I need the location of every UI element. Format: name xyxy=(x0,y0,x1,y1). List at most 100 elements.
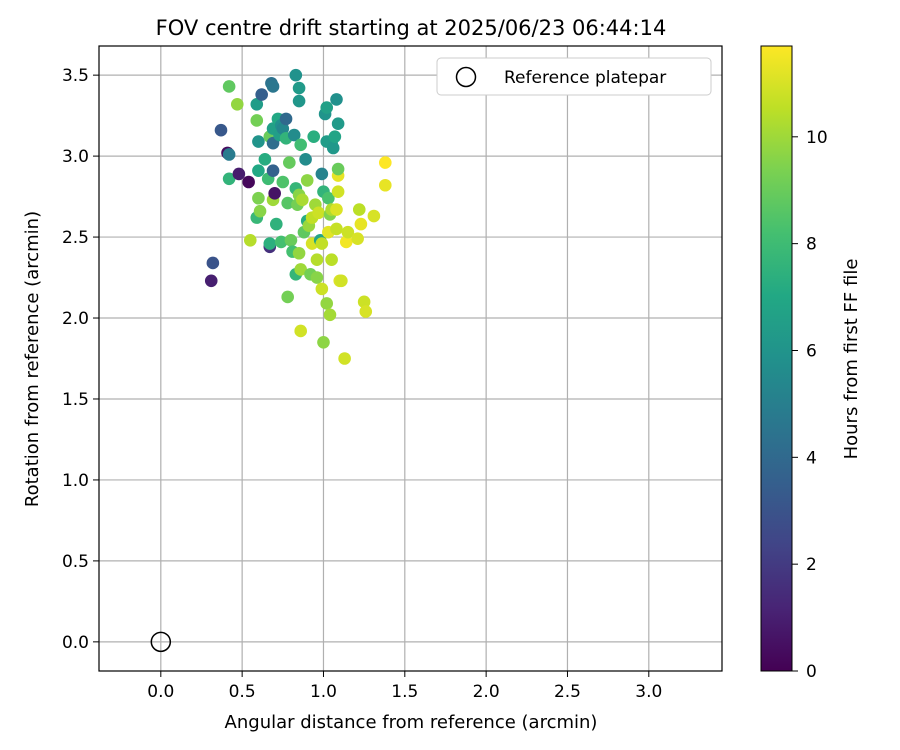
data-point xyxy=(258,153,272,166)
y-axis-ticks: 0.0 0.5 1.0 1.5 2.0 2.5 3.0 3.5 xyxy=(62,66,99,653)
data-point xyxy=(325,253,338,267)
data-point xyxy=(326,141,340,155)
data-point xyxy=(339,235,353,249)
data-point xyxy=(294,324,308,338)
data-point xyxy=(276,122,290,135)
data-point xyxy=(252,164,265,177)
data-point xyxy=(292,81,306,95)
data-point xyxy=(294,263,308,276)
data-point xyxy=(294,138,308,152)
colorbar-gradient xyxy=(760,45,793,672)
data-point xyxy=(310,253,324,267)
y-tick-label: 3.0 xyxy=(62,147,89,167)
legend: Reference platepar xyxy=(436,57,712,96)
data-point xyxy=(266,80,280,93)
data-point xyxy=(352,203,366,216)
y-tick-label: 2.5 xyxy=(62,228,89,248)
data-point xyxy=(292,94,306,108)
data-point xyxy=(300,174,314,187)
data-point xyxy=(292,246,306,260)
data-point xyxy=(222,148,236,161)
y-tick-label: 0.0 xyxy=(62,633,89,653)
data-point xyxy=(250,97,264,111)
data-point xyxy=(268,187,281,200)
data-point xyxy=(252,135,265,148)
data-point xyxy=(252,191,265,205)
data-point xyxy=(222,172,236,186)
data-point xyxy=(378,178,392,192)
data-point xyxy=(351,232,364,245)
data-point xyxy=(367,209,381,223)
data-point xyxy=(338,352,351,365)
data-point xyxy=(331,117,345,131)
x-tick-label: 0.0 xyxy=(147,682,174,702)
x-tick-label: 0.5 xyxy=(229,682,256,702)
data-point xyxy=(320,101,334,114)
x-tick-label: 1.5 xyxy=(391,682,418,702)
data-point xyxy=(299,153,312,166)
colorbar-tick-label: 8 xyxy=(806,235,817,255)
colorbar-tick-label: 4 xyxy=(806,448,817,468)
data-point xyxy=(357,295,371,309)
y-tick-label: 1.0 xyxy=(62,471,89,491)
data-point xyxy=(276,175,290,189)
data-point xyxy=(378,156,392,169)
plot-area: 0.0 0.5 1.0 1.5 2.0 2.5 3.0 0.0 0.5 1.0 1.5 2.0 2.5… xyxy=(62,45,723,702)
data-point xyxy=(281,196,294,210)
x-axis-ticks: 0.0 0.5 1.0 1.5 2.0 2.5 3.0 xyxy=(147,671,662,702)
colorbar-label: Hours from first FF file xyxy=(841,259,862,460)
grid-lines xyxy=(99,46,722,671)
data-point xyxy=(253,204,267,218)
x-tick-label: 3.0 xyxy=(635,682,662,702)
x-tick-label: 2.5 xyxy=(554,682,581,702)
data-point xyxy=(331,185,345,199)
colorbar-tick-label: 0 xyxy=(806,662,817,682)
data-point xyxy=(341,225,355,239)
legend-marker-icon xyxy=(455,66,477,88)
legend-entry: Reference platepar xyxy=(504,68,666,88)
y-tick-label: 3.5 xyxy=(62,66,89,86)
data-point xyxy=(320,297,334,310)
data-point xyxy=(266,164,280,177)
data-point xyxy=(330,203,343,216)
colorbar-tick-label: 10 xyxy=(806,128,828,148)
chart-title: FOV centre drift starting at 2025/06/23 … xyxy=(156,16,667,40)
data-point xyxy=(250,114,264,127)
reference-point xyxy=(150,631,172,653)
data-point xyxy=(270,217,283,231)
y-axis-label: Rotation from reference (arcmin) xyxy=(22,211,43,507)
plot-frame xyxy=(98,45,723,672)
data-point xyxy=(335,274,348,288)
data-point xyxy=(279,112,293,126)
data-point xyxy=(283,156,296,169)
data-point xyxy=(274,235,288,249)
y-tick-label: 2.0 xyxy=(62,309,89,329)
data-point xyxy=(354,217,368,231)
data-point xyxy=(315,282,329,296)
data-point xyxy=(204,274,218,288)
data-point xyxy=(310,271,324,284)
data-point xyxy=(322,191,335,205)
reference-marker xyxy=(150,631,172,653)
y-tick-label: 0.5 xyxy=(62,552,89,572)
data-point xyxy=(331,162,345,176)
data-point xyxy=(284,234,298,247)
scatter-points xyxy=(204,68,392,365)
data-point xyxy=(243,234,257,247)
data-point xyxy=(323,308,337,322)
data-point xyxy=(307,130,321,143)
data-point xyxy=(255,88,268,101)
data-point xyxy=(281,290,294,304)
data-point xyxy=(315,237,329,250)
data-point xyxy=(222,80,236,93)
y-tick-label: 1.5 xyxy=(62,390,89,410)
data-point xyxy=(206,256,220,270)
data-point xyxy=(359,305,373,318)
data-point xyxy=(317,336,330,349)
data-point xyxy=(315,167,329,181)
data-point xyxy=(232,167,246,181)
data-point xyxy=(214,123,228,137)
data-point xyxy=(289,68,303,82)
data-point xyxy=(312,206,325,220)
